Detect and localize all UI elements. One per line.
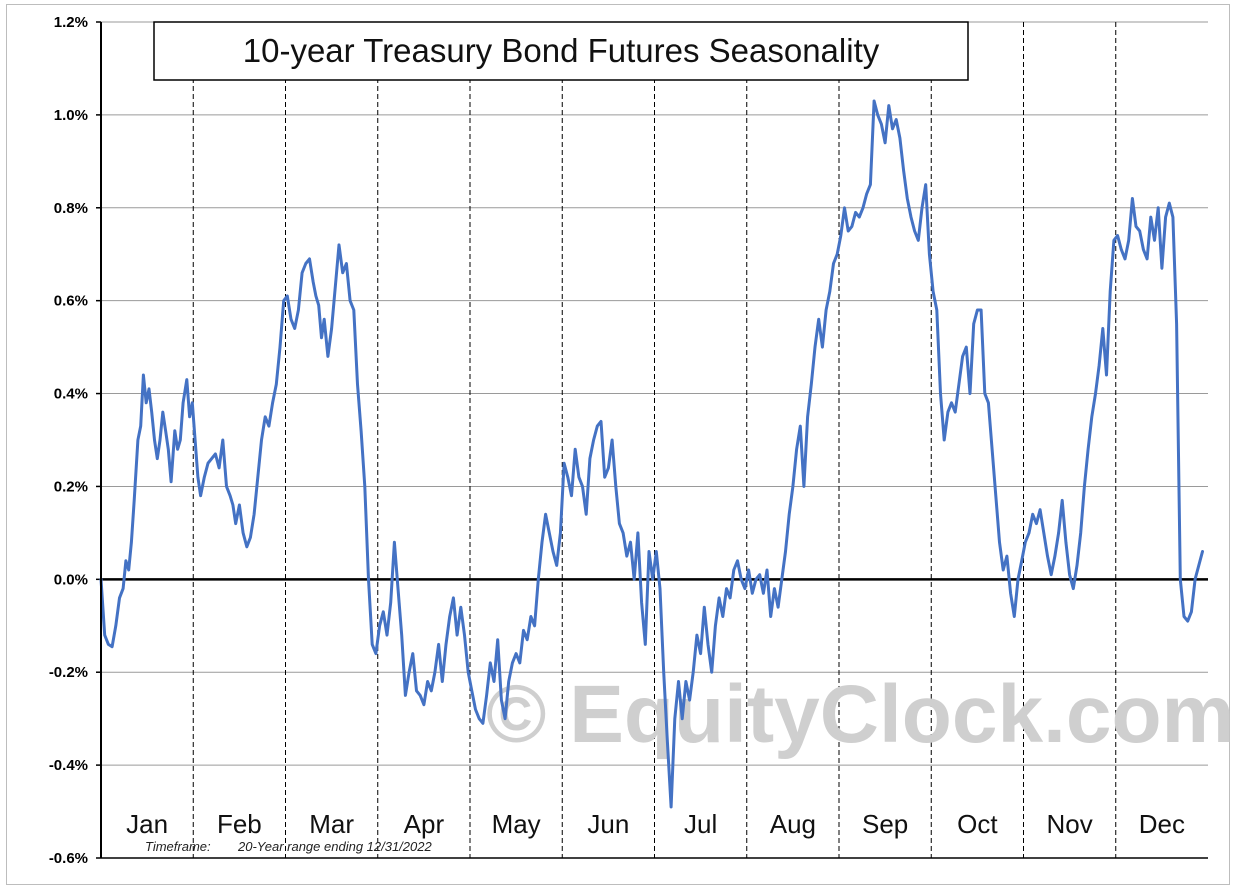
chart-title: 10-year Treasury Bond Futures Seasonalit… <box>243 32 880 69</box>
y-tick-label: 0.4% <box>54 386 88 403</box>
y-tick-label: -0.2% <box>49 664 88 681</box>
y-tick-label: 0.8% <box>54 200 88 217</box>
series-layer <box>99 99 1204 809</box>
month-label-mar: Mar <box>309 809 354 839</box>
month-label-feb: Feb <box>217 809 262 839</box>
chart-title-box: 10-year Treasury Bond Futures Seasonalit… <box>153 21 969 81</box>
month-label-dec: Dec <box>1139 809 1185 839</box>
y-tick-labels: 1.2% 1.0% 0.8% 0.6% 0.4% 0.2% 0.0% -0.2% -0.4% -0… <box>49 14 88 867</box>
chart-frame <box>6 4 1230 885</box>
month-label-jul: Jul <box>684 809 717 839</box>
month-label-sep: Sep <box>862 809 908 839</box>
axis-layer <box>100 22 1208 859</box>
y-tick-label: 1.0% <box>54 107 88 124</box>
month-label-apr: Apr <box>404 809 445 839</box>
y-tick-label: 0.0% <box>54 571 88 588</box>
month-label-jun: Jun <box>587 809 629 839</box>
month-label-oct: Oct <box>957 809 998 839</box>
x-tick-labels: Jan Feb Mar Apr May Jun Jul Aug Sep Oct Nov Dec <box>126 809 1185 839</box>
title-border <box>153 21 969 81</box>
month-label-aug: Aug <box>770 809 816 839</box>
month-label-jan: Jan <box>126 809 168 839</box>
watermark: © EquityClock.com <box>486 669 1234 760</box>
y-tick-label: 1.2% <box>54 14 88 31</box>
y-tick-label: -0.4% <box>49 757 88 774</box>
y-tick-label: 0.6% <box>54 293 88 310</box>
y-tick-label: -0.6% <box>49 850 88 867</box>
timeframe-label: Timeframe: <box>145 839 211 854</box>
y-tick-label: 0.2% <box>54 478 88 495</box>
month-separator-layer <box>192 22 1117 858</box>
series-line-0 <box>99 99 1204 809</box>
month-label-nov: Nov <box>1047 809 1093 839</box>
watermark-text: © EquityClock.com <box>486 669 1234 760</box>
month-label-may: May <box>492 809 541 839</box>
timeframe-value: 20-Year range ending 12/31/2022 <box>237 839 432 854</box>
timeframe-note: Timeframe: 20-Year range ending 12/31/20… <box>145 839 432 854</box>
